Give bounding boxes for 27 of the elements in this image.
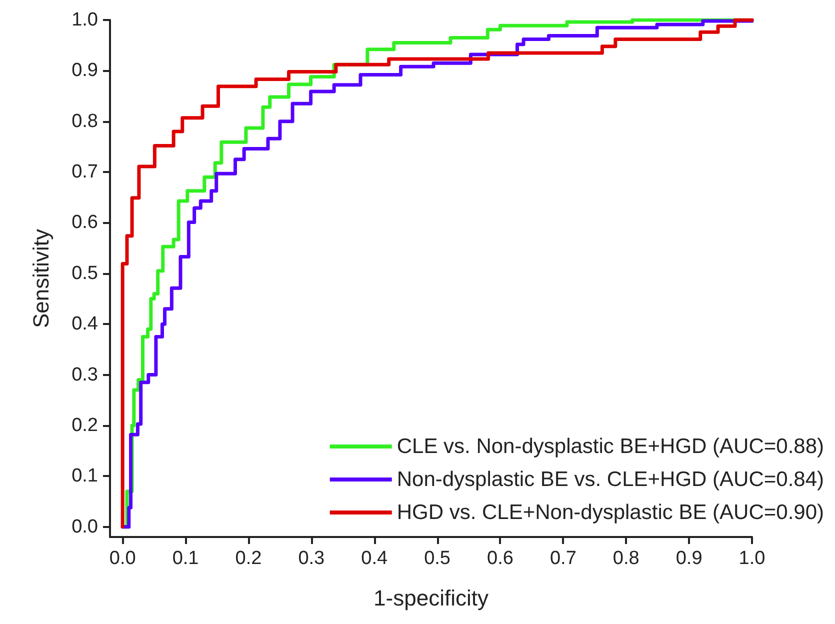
x-tick-label: 0.4 <box>361 548 388 569</box>
y-tick-label: 0.2 <box>72 414 98 436</box>
y-tick-label: 0.1 <box>72 466 98 487</box>
y-tick-label: 0.0 <box>72 516 98 538</box>
y-tick-label: 0.5 <box>72 262 98 284</box>
x-tick-label: 0.0 <box>109 548 136 569</box>
y-tick-label: 0.3 <box>72 364 98 386</box>
y-tick-label: 0.6 <box>72 212 98 234</box>
x-tick-label: 0.3 <box>298 548 325 569</box>
y-tick-label: 0.9 <box>72 60 98 82</box>
x-tick-label: 0.1 <box>172 548 199 569</box>
y-tick-label: 1.0 <box>72 10 98 30</box>
x-tick-label: 0.6 <box>487 548 514 569</box>
x-tick-label: 1.0 <box>738 548 766 569</box>
y-tick-label: 0.7 <box>72 162 98 183</box>
legend-label: HGD vs. CLE+Non-dysplastic BE (AUC=0.90) <box>396 501 824 524</box>
x-tick-label: 0.7 <box>550 548 576 569</box>
x-tick-label: 0.8 <box>612 548 640 569</box>
y-tick-label: 0.8 <box>72 110 98 132</box>
x-tick-label: 0.9 <box>676 548 702 569</box>
x-tick-label: 0.5 <box>424 548 451 569</box>
y-axis-title: Sensitivity <box>28 228 54 328</box>
legend-label: CLE vs. Non-dysplastic BE+HGD (AUC=0.88) <box>396 435 824 458</box>
legend-label: Non-dysplastic BE vs. CLE+HGD (AUC=0.84) <box>396 468 824 491</box>
x-axis-title: 1-specificity <box>374 586 488 610</box>
y-tick-label: 0.4 <box>72 314 98 335</box>
x-tick-label: 0.2 <box>235 548 262 569</box>
